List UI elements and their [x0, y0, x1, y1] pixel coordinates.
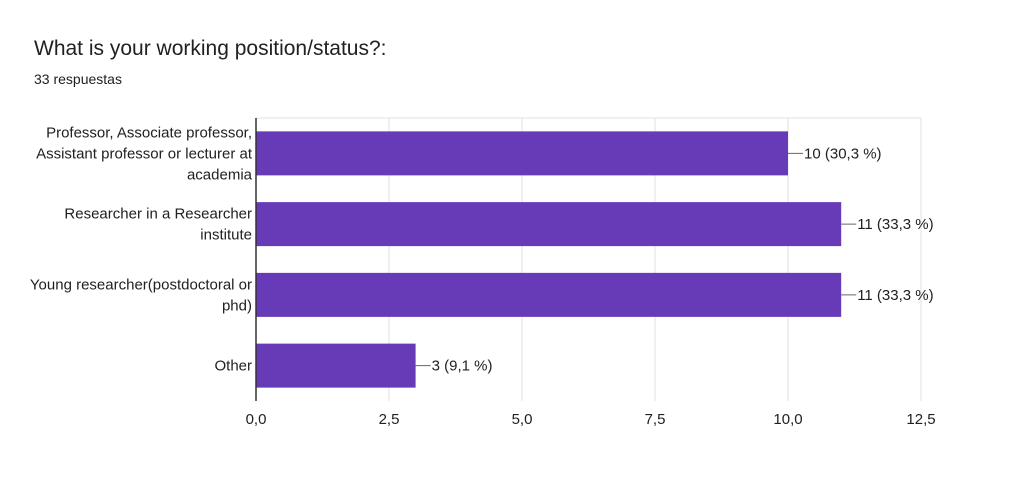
x-tick-label: 12,5 [906, 411, 935, 428]
response-count: 33 respuestas [34, 71, 122, 87]
x-tick-label: 5,0 [512, 411, 533, 428]
x-tick-label: 0,0 [246, 411, 267, 428]
bar [256, 131, 788, 176]
category-label: Researcher in a Researcher institute [64, 206, 252, 244]
data-label: 11 (33,3 %) [857, 216, 933, 233]
bar [256, 272, 842, 317]
data-label: 11 (33,3 %) [857, 287, 933, 304]
data-label: 10 (30,3 %) [804, 145, 882, 162]
category-label: Professor, Associate professor, Assistant… [36, 124, 253, 183]
bar [256, 343, 416, 388]
x-tick-label: 7,5 [645, 411, 666, 428]
category-label: Other [214, 358, 252, 375]
bar [256, 202, 842, 247]
chart-title: What is your working position/status?: [34, 37, 387, 60]
category-label: Young researcher(postdoctoral or phd) [30, 276, 252, 314]
x-tick-label: 2,5 [379, 411, 400, 428]
x-tick-label: 10,0 [773, 411, 802, 428]
data-label: 3 (9,1 %) [432, 358, 493, 375]
